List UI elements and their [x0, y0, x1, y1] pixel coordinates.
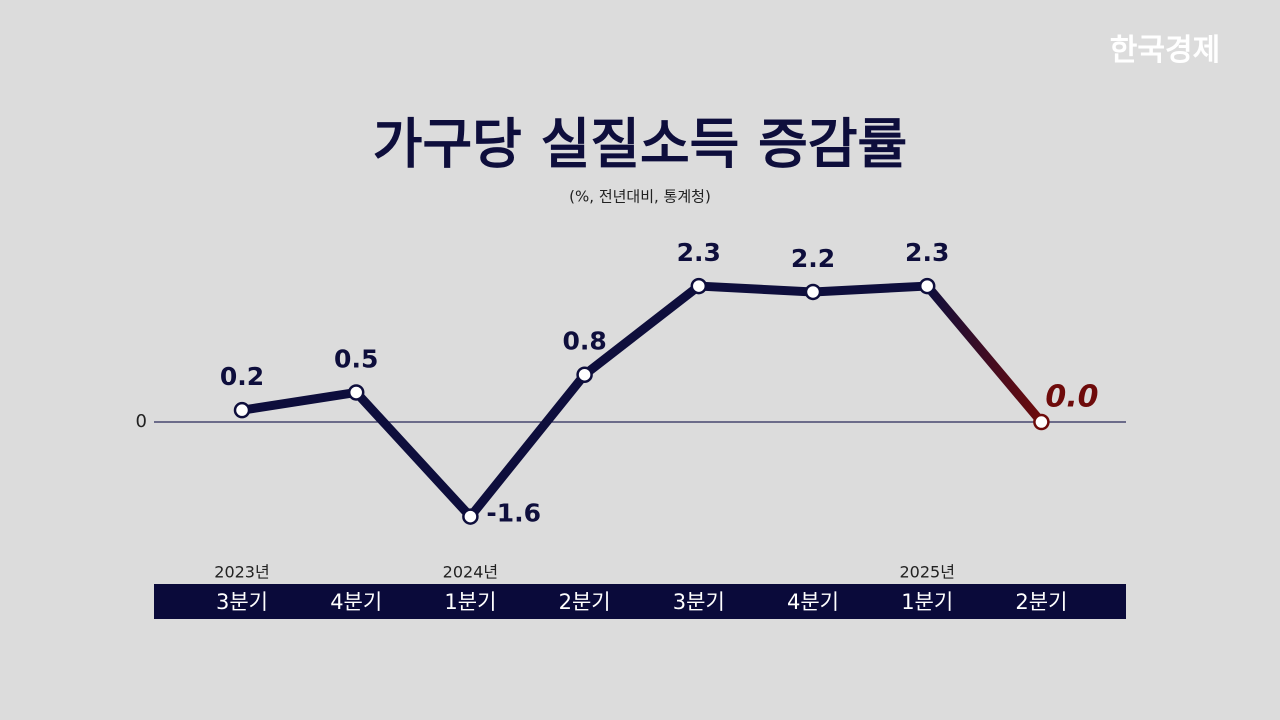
x-tick-label: 2분기: [559, 590, 611, 614]
value-label: 0.8: [562, 327, 606, 356]
data-point: [347, 384, 365, 401]
x-tick-label: 1분기: [901, 590, 953, 614]
data-point: [918, 277, 936, 295]
value-label: 2.2: [791, 244, 835, 273]
value-label: 0.5: [334, 344, 378, 373]
data-point: [576, 366, 593, 383]
year-label: 2024년: [443, 563, 498, 582]
data-point: [233, 401, 251, 419]
value-label: 0.0: [1045, 380, 1098, 415]
value-label: 2.3: [905, 238, 949, 267]
data-point: [1033, 413, 1050, 431]
x-tick-label: 4분기: [330, 590, 382, 614]
x-tick-label: 3분기: [673, 590, 725, 614]
category-band: [154, 584, 1126, 619]
x-tick-label: 2분기: [1015, 590, 1067, 614]
year-label: 2025년: [899, 563, 954, 582]
x-tick-label: 1분기: [444, 590, 496, 614]
brand-logo: 한국경제: [1110, 33, 1220, 68]
value-label: 2.3: [677, 238, 721, 267]
value-label: -1.6: [486, 499, 541, 528]
data-point: [804, 283, 822, 301]
chart-subtitle: (%, 전년대비, 통계청): [569, 188, 711, 206]
y-tick-label: 0: [136, 411, 147, 432]
data-line: [237, 281, 1046, 522]
value-label: 0.2: [220, 362, 264, 391]
chart-title: 가구당 실질소득 증감률: [373, 113, 907, 176]
x-tick-label: 3분기: [216, 590, 268, 614]
data-point: [690, 277, 708, 295]
year-label: 2023년: [214, 563, 269, 582]
x-tick-label: 4분기: [787, 590, 839, 614]
data-point: [462, 508, 479, 525]
